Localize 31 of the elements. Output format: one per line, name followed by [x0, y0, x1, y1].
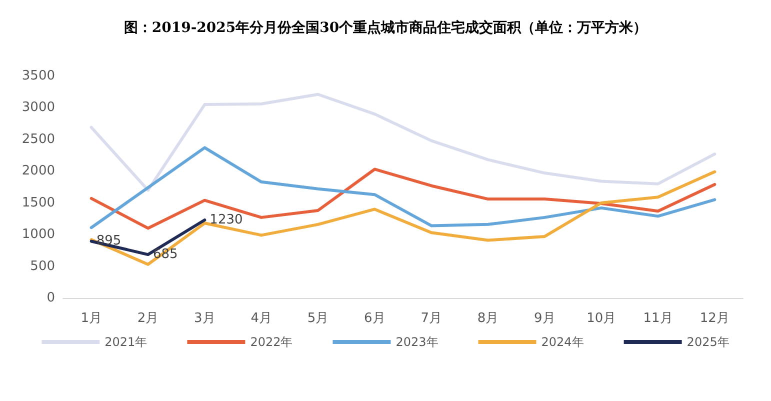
legend-label: 2021年	[104, 335, 148, 349]
y-tick-label: 0	[46, 290, 55, 306]
y-tick-label: 3500	[22, 68, 55, 84]
y-tick-label: 1500	[22, 195, 55, 210]
x-tick-label: 12月	[700, 311, 730, 326]
x-tick-label: 2月	[137, 311, 159, 326]
line-series	[90, 92, 716, 192]
x-tick-label: 10月	[586, 311, 616, 326]
x-tick-label: 1月	[80, 311, 102, 326]
legend-label: 2025年	[686, 335, 730, 349]
y-tick-label: 3000	[22, 100, 55, 116]
x-tick-label: 8月	[477, 311, 499, 326]
x-tick-label: 9月	[534, 311, 556, 326]
x-tick-label: 5月	[307, 311, 329, 326]
legend-label: 2024年	[541, 335, 584, 349]
legend-label: 2022年	[250, 335, 293, 349]
chart-title: 图：2019-2025年分月份全国30个重点城市商品住宅成交面积（单位：万平方米）	[124, 19, 648, 36]
x-tick-label: 4月	[250, 311, 272, 326]
x-tick-label: 6月	[364, 311, 386, 326]
x-tick-label: 11月	[643, 311, 673, 326]
y-tick-label: 500	[30, 258, 55, 274]
line-series	[90, 168, 716, 230]
y-tick-label: 1000	[22, 227, 55, 242]
legend-label: 2023年	[396, 335, 438, 349]
y-tick-label: 2000	[22, 164, 55, 179]
x-tick-label: 3月	[194, 311, 216, 326]
y-tick-label: 2500	[22, 132, 55, 147]
line-series	[90, 170, 716, 266]
data-label: 1230	[210, 212, 243, 228]
line-series	[90, 146, 716, 230]
x-tick-label: 7月	[420, 311, 442, 326]
